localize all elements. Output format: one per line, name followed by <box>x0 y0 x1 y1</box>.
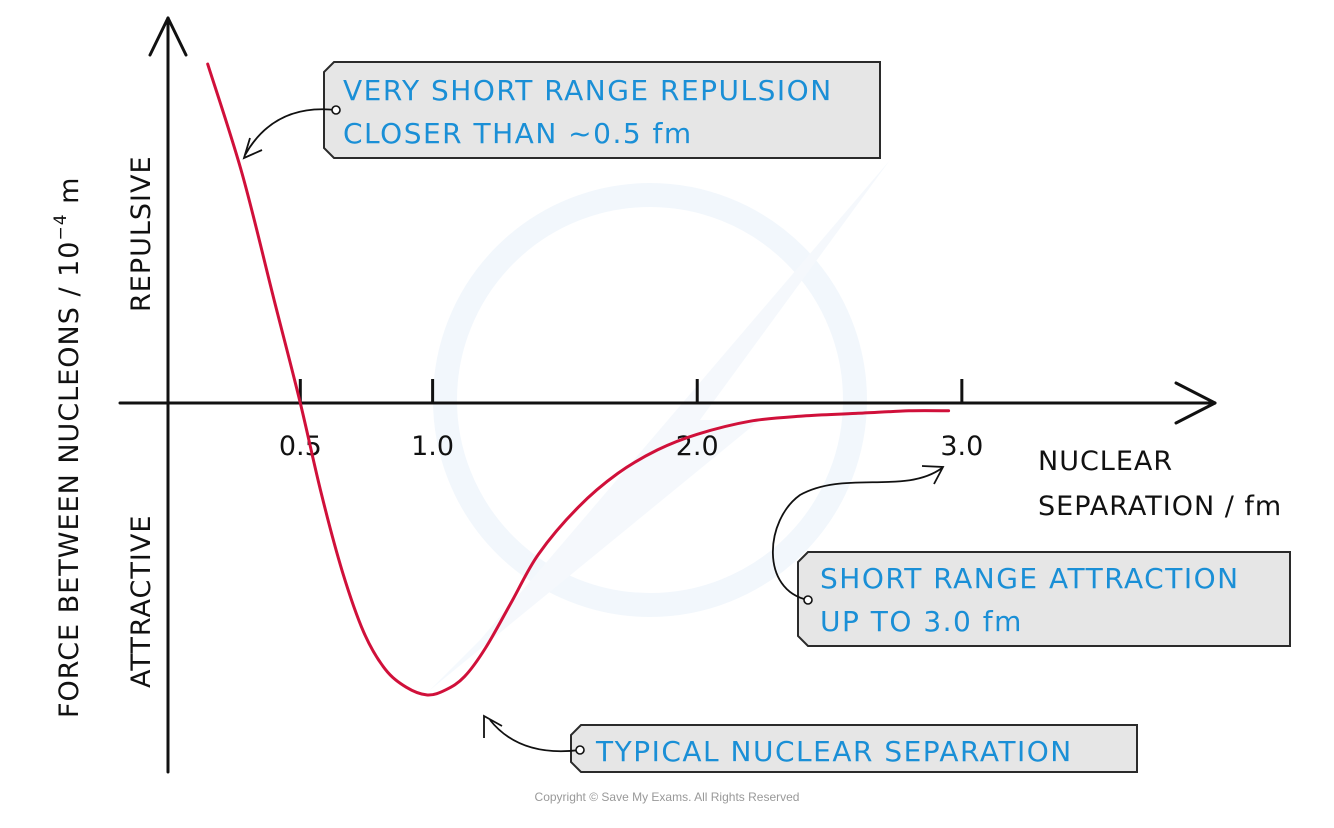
callout-attraction-box <box>797 551 1291 647</box>
callout-attraction-text-line-2: UP TO 3.0 fm <box>820 605 1023 638</box>
force-curve-line <box>206 62 951 697</box>
repulsive-region-label: REPULSIVE <box>126 155 157 312</box>
x-tick-label-3.0: 3.0 <box>940 431 983 462</box>
callout-repulsion: VERY SHORT RANGE REPULSION CLOSER THAN ~… <box>242 61 881 160</box>
callout-repulsion-text-line-2: CLOSER THAN ~0.5 fm <box>343 117 693 150</box>
x-tick-label-1.0: 1.0 <box>411 431 454 462</box>
x-tick-labels: 0.5 1.0 2.0 3.0 <box>279 431 983 462</box>
watermark-logo <box>430 160 890 690</box>
callout-repulsion-text-line-1: VERY SHORT RANGE REPULSION <box>343 74 833 107</box>
callout-typical-box <box>570 724 1138 773</box>
callout-typical-pointer <box>489 719 581 753</box>
callout-typical-arrowhead <box>483 714 503 738</box>
y-axis-title: FORCE BETWEEN NUCLEONS / 10−4 m <box>51 177 85 718</box>
callout-typical: TYPICAL NUCLEAR SEPARATION <box>483 714 1138 773</box>
x-axis-arrowhead <box>1174 381 1217 425</box>
axes <box>118 16 1217 774</box>
callout-attraction: SHORT RANGE ATTRACTION UP TO 3.0 fm <box>772 465 1291 647</box>
callout-attraction-pointer <box>772 467 943 601</box>
callout-repulsion-pointer <box>244 108 337 156</box>
callout-repulsion-box <box>323 61 881 159</box>
x-axis-title-line-2: SEPARATION / fm <box>1038 491 1282 522</box>
y-axis-arrowhead <box>148 16 188 57</box>
callout-repulsion-dot <box>331 105 341 115</box>
attractive-region-label: ATTRACTIVE <box>126 515 157 688</box>
copyright-text: Copyright © Save My Exams. All Rights Re… <box>535 790 800 804</box>
callout-typical-text: TYPICAL NUCLEAR SEPARATION <box>595 735 1073 768</box>
y-axis-title-main: FORCE BETWEEN NUCLEONS / 10 <box>54 241 85 718</box>
y-axis-title-exponent: −4 <box>51 213 71 240</box>
x-tick-label-2.0: 2.0 <box>676 431 719 462</box>
callout-attraction-arrowhead <box>921 465 945 485</box>
callout-repulsion-arrowhead <box>242 137 263 160</box>
y-axis-title-unit: m <box>54 177 85 214</box>
x-tick-label-0.5: 0.5 <box>279 431 322 462</box>
callout-typical-dot <box>575 745 585 755</box>
x-axis-title-line-1: NUCLEAR <box>1038 446 1173 477</box>
callout-attraction-text-line-1: SHORT RANGE ATTRACTION <box>820 562 1240 595</box>
callout-attraction-dot <box>803 595 813 605</box>
